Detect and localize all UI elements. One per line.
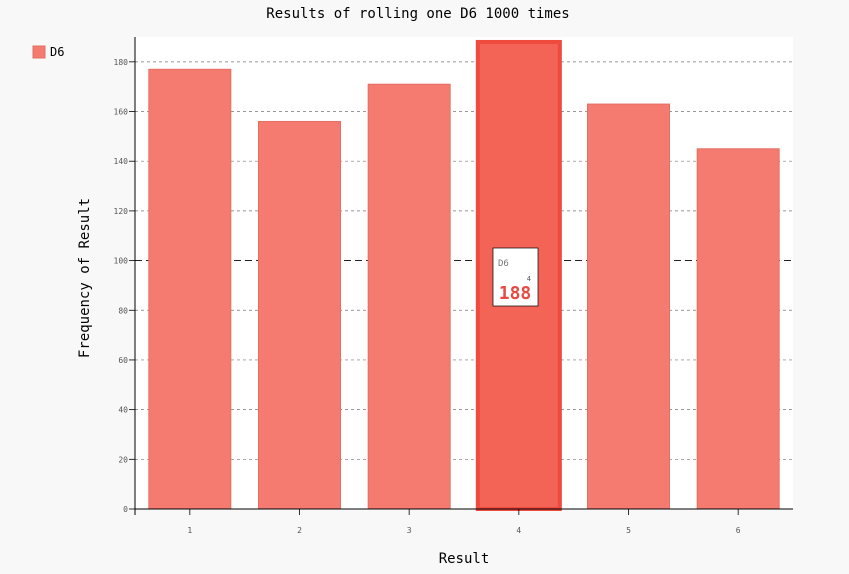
- y-tick-label-20: 20: [118, 455, 128, 464]
- y-axis-title: Frequency of Result: [77, 198, 93, 358]
- legend-label-d6[interactable]: D6: [50, 45, 64, 59]
- legend[interactable]: D6: [32, 45, 64, 59]
- x-tick-label-3: 3: [407, 526, 412, 535]
- tooltip-x-label: 4: [527, 275, 531, 283]
- tooltip-series-label: D6: [498, 259, 509, 269]
- x-tick-label-5: 5: [626, 526, 631, 535]
- y-tick-label-100: 100: [114, 257, 129, 266]
- bar-3[interactable]: [367, 83, 451, 510]
- x-tick-label-6: 6: [736, 526, 741, 535]
- x-tick-label-4: 4: [516, 526, 521, 535]
- y-tick-label-160: 160: [114, 108, 129, 117]
- y-tick-label-60: 60: [118, 356, 128, 365]
- tooltip-box: [492, 247, 539, 307]
- plot-area: [135, 37, 793, 509]
- bar-5[interactable]: [587, 103, 670, 510]
- value-tooltip: D6 4 188: [492, 247, 539, 307]
- y-tick-label-40: 40: [118, 406, 128, 415]
- y-tick-label-0: 0: [123, 505, 128, 514]
- bar-6[interactable]: [696, 148, 780, 510]
- y-axis-ticks: 0 20 40 60 80 100 120 140 160 180: [114, 58, 135, 514]
- y-tick-label-140: 140: [114, 157, 129, 166]
- bar-2[interactable]: [258, 120, 341, 510]
- tooltip-value: 188: [499, 283, 532, 304]
- y-tick-label-120: 120: [114, 207, 129, 216]
- x-axis-ticks: 1 2 3 4 5 6: [187, 509, 741, 535]
- y-tick-label-180: 180: [114, 58, 129, 67]
- x-tick-label-1: 1: [187, 526, 192, 535]
- y-tick-label-80: 80: [118, 306, 128, 315]
- x-axis-title: Result: [439, 551, 490, 567]
- x-tick-label-2: 2: [297, 526, 302, 535]
- legend-swatch-d6[interactable]: [32, 45, 46, 59]
- chart-title: Results of rolling one D6 1000 times: [266, 6, 569, 22]
- bar-1[interactable]: [148, 68, 232, 510]
- grid-lines: [135, 61, 793, 460]
